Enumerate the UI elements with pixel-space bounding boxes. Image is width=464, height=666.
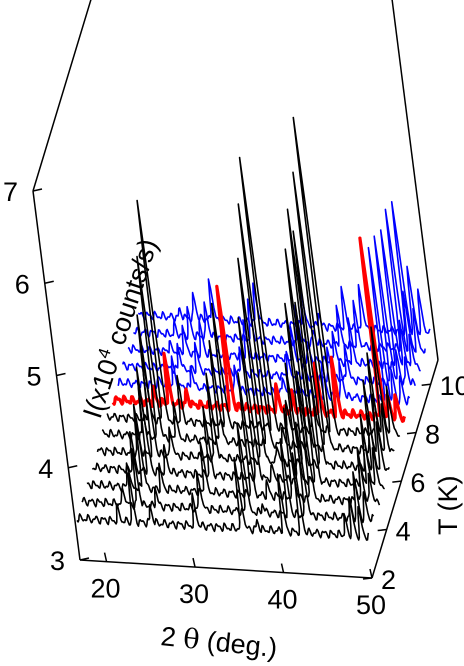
y-tick-label: 3 [50,546,65,576]
y-tick [44,280,54,284]
frame-front-bottom-edge [79,559,373,579]
series-trace-T-2.2 [76,452,370,541]
x-tick-label: 50 [356,590,386,620]
frame-top-left-edge [32,0,92,192]
y-tick-label: 4 [38,454,53,484]
T-tick-label: 6 [410,468,425,498]
y-tick-label: 6 [15,269,30,299]
T-tick [406,431,417,435]
y-tick-label: 7 [3,177,18,207]
T-tick [392,480,402,483]
x-tick [103,552,108,562]
depth-axis-title: T (K) [433,476,463,536]
frame-right-bottom-edge [371,359,439,579]
x-tick [280,563,285,573]
y-axis-title: I(x104 counts/s) [75,235,163,422]
x-tick [369,568,373,579]
y-tick-label: 5 [27,362,42,392]
x-axis-title-unit: (deg.) [198,625,279,663]
x-axis-title-symbol: θ [182,623,201,656]
x-axis-title-prefix: 2 [159,621,185,653]
y-tick [68,465,78,469]
x-tick-label: 30 [179,579,209,609]
T-tick-label: 10 [440,371,464,401]
T-tick-label: 4 [396,517,411,547]
series-traces [76,116,431,541]
plot-box-frame [32,0,439,579]
y-axis-title-prefix: I(x10 [77,355,124,421]
y-tick [32,188,43,192]
T-tick [421,383,431,386]
T-tick-label: 2 [381,565,396,595]
x-tick-label: 20 [91,574,121,604]
frame-back-right-edge [391,0,439,361]
y-tick [79,557,90,561]
x-tick-label: 40 [268,585,298,615]
T-tick [377,528,387,532]
T-tick-label: 8 [425,420,440,450]
x-tick [192,557,196,568]
x-axis-title: 2 θ (deg.) [159,621,278,664]
T-tick [362,577,373,580]
y-tick [56,372,66,377]
